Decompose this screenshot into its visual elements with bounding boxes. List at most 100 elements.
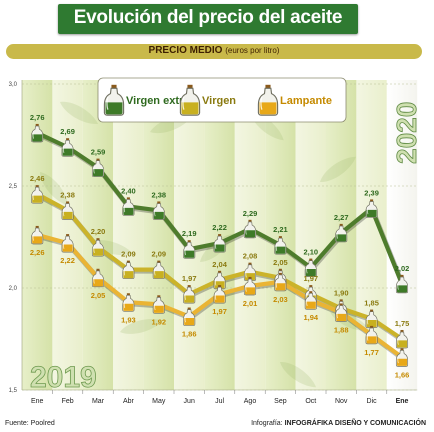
y-axis-ticks: 3,0 2,5 2,0 1,5 <box>9 82 18 394</box>
data-label: 2,05 <box>273 258 288 267</box>
data-label: 2,03 <box>273 295 288 304</box>
legend-label: Virgen extra <box>126 95 190 107</box>
oil-bottle-icon <box>304 258 317 277</box>
oil-bottle-icon <box>183 307 196 326</box>
footer-source: Fuente: Poolred <box>5 420 55 427</box>
oil-bottle-icon <box>274 236 287 255</box>
olive-leaf-shape <box>280 361 317 388</box>
y-tick-label: 3,0 <box>9 82 18 88</box>
oil-bottle-icon <box>91 158 105 177</box>
footer-credit: Infografía: INFOGRÁFIKA DISEÑO Y COMUNIC… <box>251 420 426 427</box>
oil-bottle-icon <box>183 285 196 304</box>
legend-label: Lampante <box>280 95 332 107</box>
x-tick-label: Jul <box>215 398 224 405</box>
oil-bottle-icon <box>243 262 257 282</box>
month-column <box>143 80 174 390</box>
data-label: 2,38 <box>151 190 166 199</box>
oil-bottle-icon <box>61 201 74 220</box>
y-tick-label: 1,5 <box>9 388 18 394</box>
data-label: 1,88 <box>334 325 349 334</box>
subtitle-bar: PRECIO MEDIO (euros por litro) <box>6 44 422 59</box>
year-label-2020: 2020 <box>391 102 422 164</box>
oil-bottle-icon <box>31 123 44 143</box>
x-tick-label: Jun <box>184 398 195 405</box>
oil-bottle-icon <box>395 274 409 294</box>
price-chart: 3,02,52,01,5 2019 2020 2,762,692,592,40 2… <box>9 77 422 405</box>
chart-title: Evolución del precio del aceite <box>73 7 343 28</box>
oil-bottle-icon <box>31 185 44 204</box>
data-label: 2,38 <box>60 190 75 199</box>
x-tick-label: May <box>152 398 166 405</box>
oil-bottle-icon <box>365 199 378 218</box>
oil-bottle-icon <box>183 240 196 259</box>
data-label: 2,04 <box>212 260 227 269</box>
oil-bottle-icon <box>365 309 378 328</box>
x-tick-label: Feb <box>62 398 74 405</box>
oil-bottle-icon <box>243 219 257 239</box>
oil-bottle-icon <box>122 293 135 312</box>
data-label: 2,22 <box>60 256 75 265</box>
data-label: 2,10 <box>303 248 318 257</box>
x-tick-label: Dic <box>367 398 378 405</box>
data-label: 1,94 <box>303 313 318 322</box>
data-label: 1,93 <box>121 315 136 324</box>
data-label: 1,85 <box>364 299 379 308</box>
data-label: 1,97 <box>212 307 227 316</box>
oil-bottle-icon <box>61 234 74 253</box>
month-column <box>265 80 296 390</box>
data-label: 1,75 <box>395 319 410 328</box>
oil-bottle-icon <box>179 84 201 116</box>
oil-bottle-icon <box>61 138 74 157</box>
olive-leaf-shape <box>320 156 357 183</box>
oil-bottle-icon <box>395 348 409 367</box>
oil-bottle-icon <box>213 234 226 253</box>
legend: Virgen extra Virgen Lampante <box>97 77 347 123</box>
data-label: 1,66 <box>395 370 410 379</box>
title-banner: Evolución del precio del aceite <box>58 4 358 34</box>
x-tick-label: Ene <box>396 398 409 405</box>
y-tick-label: 2,5 <box>9 184 18 190</box>
oil-bottle-icon <box>152 260 165 279</box>
x-tick-label: Abr <box>123 398 135 405</box>
data-label: 1,97 <box>182 274 197 283</box>
data-label: 2,02 <box>395 264 410 273</box>
data-label: 1,86 <box>182 330 197 339</box>
oil-bottle-icon <box>122 197 135 216</box>
data-label: 2,08 <box>243 252 258 261</box>
y-tick-label: 2,0 <box>9 286 18 292</box>
data-label: 1,97 <box>303 274 318 283</box>
oil-bottle-icon <box>243 276 257 296</box>
data-label: 1,77 <box>364 348 379 357</box>
data-label: 2,09 <box>121 250 136 259</box>
oil-bottle-icon <box>395 329 409 349</box>
x-tick-label: Nov <box>335 398 348 405</box>
x-tick-label: Oct <box>305 398 316 405</box>
oil-bottle-icon <box>91 238 105 257</box>
series-layer: 2,76 2,69 2,59 2,40 2,38 2,19 2,22 2,29 2,21 2,10… <box>30 113 409 379</box>
data-label: 2,40 <box>121 186 136 195</box>
olive-leaf-shape <box>40 172 69 206</box>
oil-bottle-icon <box>257 84 279 116</box>
data-label: 2,21 <box>273 225 288 234</box>
year-label-2019: 2019 <box>30 361 97 394</box>
subtitle-main: PRECIO MEDIO <box>148 45 223 56</box>
oil-bottle-icon <box>122 260 135 279</box>
olive-leaf-shape <box>60 101 99 125</box>
data-label: 2,26 <box>30 248 45 257</box>
legend-label: Virgen <box>202 95 236 107</box>
data-label: 1,90 <box>334 288 349 297</box>
data-label: 2,19 <box>182 229 197 238</box>
data-label: 2,27 <box>334 213 349 222</box>
oil-bottle-icon <box>274 272 287 292</box>
data-label: 2,01 <box>243 299 258 308</box>
x-tick-label: Sep <box>274 398 287 405</box>
data-label: 2,29 <box>243 209 258 218</box>
oil-bottle-icon <box>152 201 165 220</box>
x-tick-label: Ago <box>244 398 257 405</box>
oil-bottle-icon <box>304 291 317 310</box>
subtitle-unit: (euros por litro) <box>225 46 280 55</box>
data-label: 2,46 <box>30 174 45 183</box>
month-column <box>113 80 144 390</box>
legend-box <box>97 77 347 123</box>
footer-credit-prefix: Infografía: <box>251 420 285 427</box>
